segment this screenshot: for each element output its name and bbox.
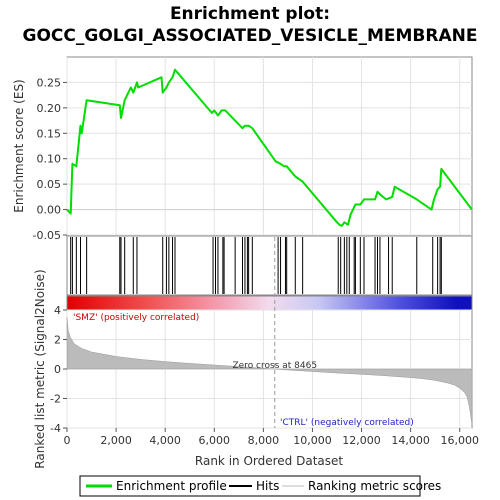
x-tick-label: 4,000 (149, 434, 181, 447)
rank-area-group (66, 317, 473, 426)
es-y-tick-label: 0.10 (37, 153, 62, 166)
es-panel-frame (66, 56, 473, 236)
x-ticks: 0 2,000 4,000 6,000 8,000 10,000 12,000 14,000 1… (64, 428, 479, 447)
x-tick-label: 8,000 (248, 434, 280, 447)
es-y-tick-label: -0.05 (33, 229, 61, 242)
chart-title-line2: GOCC_GOLGI_ASSOCIATED_VESICLE_MEMBRANE (23, 26, 478, 46)
rank-y-tick-label: 4 (54, 304, 61, 317)
es-y-tick-label: 0.20 (37, 102, 62, 115)
legend-ranking-label: Ranking metric scores (308, 479, 441, 493)
rank-color-bar (66, 295, 473, 311)
es-y-tick-label: 0.05 (37, 178, 62, 191)
rank-y-tick-label: -2 (50, 393, 61, 406)
x-tick-label: 2,000 (100, 434, 132, 447)
es-line-group (66, 68, 473, 227)
negative-correlation-label: 'CTRL' (negatively correlated) (280, 418, 414, 428)
rank-y-tick-label: 2 (54, 334, 61, 347)
x-tick-label: 14,000 (391, 434, 430, 447)
x-tick-label: 12,000 (342, 434, 381, 447)
x-tick-label: 6,000 (199, 434, 231, 447)
rank-y-ticks: -4 -2 0 2 4 (50, 304, 67, 435)
ranking-metric-area (66, 317, 473, 426)
legend-hits-label: Hits (256, 479, 279, 493)
x-axis-label: Rank in Ordered Dataset (195, 454, 343, 468)
es-y-tick-label: 0.00 (37, 204, 62, 217)
rank-y-tick-label: -4 (50, 422, 61, 435)
es-y-ticks: -0.05 0.00 0.05 0.10 0.15 0.20 0.25 (33, 76, 67, 242)
es-y-axis-label: Enrichment score (ES) (12, 79, 26, 212)
es-y-tick-label: 0.25 (37, 76, 62, 89)
x-tick-label: 0 (64, 434, 71, 447)
legend-enrichment-label: Enrichment profile (116, 479, 227, 493)
zero-cross-label: Zero cross at 8465 (232, 361, 317, 371)
positive-correlation-label: 'SMZ' (positively correlated) (73, 313, 199, 323)
es-y-tick-label: 0.15 (37, 127, 62, 140)
hits-marks (70, 237, 442, 294)
x-tick-label: 10,000 (293, 434, 332, 447)
rank-y-tick-label: 0 (54, 363, 61, 376)
enrichment-profile-line (66, 68, 473, 227)
x-tick-label: 16,000 (440, 434, 479, 447)
chart-title-line1: Enrichment plot: (170, 4, 330, 24)
hits-panel-frame (66, 235, 473, 296)
rank-y-axis-label: Ranked list metric (Signal2Noise) (33, 269, 47, 468)
es-gridlines (66, 57, 472, 236)
